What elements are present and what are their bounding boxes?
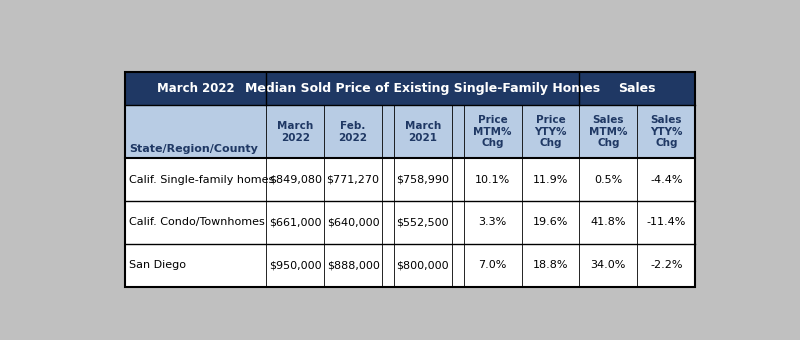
- Bar: [382, 105, 394, 158]
- Text: $888,000: $888,000: [326, 260, 379, 270]
- Text: Sales
MTM%
Chg: Sales MTM% Chg: [589, 115, 628, 148]
- Bar: [464, 201, 522, 244]
- Text: March
2022: March 2022: [277, 121, 314, 142]
- Text: $552,500: $552,500: [397, 218, 449, 227]
- Text: State/Region/County: State/Region/County: [129, 143, 258, 154]
- Text: 10.1%: 10.1%: [475, 174, 510, 185]
- Bar: [522, 105, 579, 158]
- Bar: [394, 244, 452, 287]
- Bar: [324, 158, 382, 201]
- Text: Price
MTM%
Chg: Price MTM% Chg: [474, 115, 512, 148]
- Text: Median Sold Price of Existing Single-Family Homes: Median Sold Price of Existing Single-Fam…: [246, 82, 600, 95]
- Bar: [125, 72, 695, 287]
- Text: 7.0%: 7.0%: [478, 260, 506, 270]
- Bar: [579, 158, 638, 201]
- Bar: [125, 158, 266, 201]
- Text: 0.5%: 0.5%: [594, 174, 622, 185]
- Bar: [638, 158, 695, 201]
- Bar: [452, 158, 464, 201]
- Bar: [638, 105, 695, 158]
- Bar: [324, 244, 382, 287]
- Text: $771,270: $771,270: [326, 174, 379, 185]
- Bar: [464, 244, 522, 287]
- Bar: [266, 72, 579, 105]
- Bar: [324, 201, 382, 244]
- Bar: [452, 244, 464, 287]
- Bar: [638, 244, 695, 287]
- Bar: [394, 201, 452, 244]
- Bar: [382, 244, 394, 287]
- Bar: [266, 201, 324, 244]
- Text: Feb.
2022: Feb. 2022: [338, 121, 367, 142]
- Text: 34.0%: 34.0%: [590, 260, 626, 270]
- Text: 11.9%: 11.9%: [533, 174, 568, 185]
- Text: $640,000: $640,000: [326, 218, 379, 227]
- Text: March
2021: March 2021: [405, 121, 441, 142]
- Bar: [579, 244, 638, 287]
- Text: San Diego: San Diego: [129, 260, 186, 270]
- Bar: [125, 72, 266, 105]
- Text: Sales: Sales: [618, 82, 656, 95]
- Bar: [579, 201, 638, 244]
- Bar: [452, 105, 464, 158]
- Text: $849,080: $849,080: [269, 174, 322, 185]
- Text: Calif. Condo/Townhomes: Calif. Condo/Townhomes: [129, 218, 265, 227]
- Bar: [394, 105, 452, 158]
- Bar: [464, 158, 522, 201]
- Bar: [382, 201, 394, 244]
- Bar: [394, 158, 452, 201]
- Text: -11.4%: -11.4%: [646, 218, 686, 227]
- Bar: [579, 72, 695, 105]
- Bar: [125, 105, 266, 158]
- Text: March 2022: March 2022: [157, 82, 234, 95]
- Bar: [382, 158, 394, 201]
- Bar: [464, 105, 522, 158]
- Bar: [638, 201, 695, 244]
- Text: 18.8%: 18.8%: [533, 260, 568, 270]
- Bar: [125, 201, 266, 244]
- Text: $758,990: $758,990: [396, 174, 450, 185]
- Bar: [125, 244, 266, 287]
- Text: 19.6%: 19.6%: [533, 218, 568, 227]
- Bar: [452, 201, 464, 244]
- Text: $661,000: $661,000: [269, 218, 322, 227]
- Text: Price
YTY%
Chg: Price YTY% Chg: [534, 115, 566, 148]
- Text: 41.8%: 41.8%: [590, 218, 626, 227]
- Text: -4.4%: -4.4%: [650, 174, 682, 185]
- Text: $800,000: $800,000: [397, 260, 449, 270]
- Bar: [522, 201, 579, 244]
- Bar: [266, 244, 324, 287]
- Text: Sales
YTY%
Chg: Sales YTY% Chg: [650, 115, 682, 148]
- Text: 3.3%: 3.3%: [478, 218, 506, 227]
- Bar: [324, 105, 382, 158]
- Text: $950,000: $950,000: [269, 260, 322, 270]
- Bar: [579, 105, 638, 158]
- Bar: [266, 158, 324, 201]
- Bar: [266, 105, 324, 158]
- Bar: [522, 244, 579, 287]
- Bar: [522, 158, 579, 201]
- Text: -2.2%: -2.2%: [650, 260, 682, 270]
- Text: Calif. Single-family homes: Calif. Single-family homes: [129, 174, 274, 185]
